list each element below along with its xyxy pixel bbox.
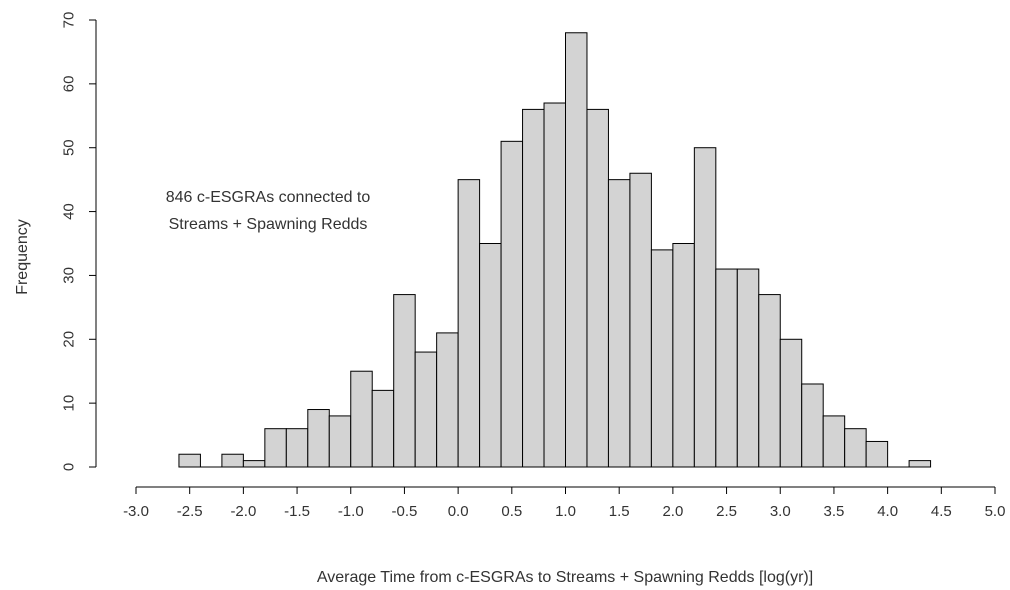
x-tick-label: 4.0 [877, 503, 898, 520]
x-tick-label: 0.0 [448, 503, 469, 520]
y-tick-label: 70 [61, 12, 78, 29]
x-tick-label: 3.0 [770, 503, 791, 520]
x-tick-label: 4.5 [931, 503, 952, 520]
y-tick-label: 0 [61, 463, 78, 471]
histogram-bar [672, 243, 695, 468]
y-tick-label: 30 [61, 267, 78, 284]
bars-group [178, 32, 932, 468]
y-axis-label: Frequency [14, 219, 31, 295]
histogram-bar [565, 32, 588, 468]
x-tick-label: -3.0 [123, 503, 149, 520]
histogram-bar [328, 415, 352, 468]
annotation-line-2: Streams + Spawning Redds [169, 216, 368, 233]
histogram-bar [693, 147, 717, 468]
histogram-bar [865, 440, 889, 468]
histogram-bar [264, 428, 287, 468]
histogram-bar [844, 428, 867, 468]
x-tick-label: 2.0 [662, 503, 683, 520]
x-tick-label: -1.0 [338, 503, 364, 520]
histogram-bar [371, 389, 395, 468]
x-tick-label: 3.5 [824, 503, 845, 520]
histogram-bar [393, 294, 416, 468]
x-tick-label: -2.5 [177, 503, 203, 520]
histogram-bar [479, 243, 502, 468]
x-axis: -3.0 -2.5 -2.0 -1.5 -1.0 -0.5 0.0 0.5 1.0 1.5 2.0 2… [123, 486, 1006, 520]
histogram-bar [908, 460, 932, 468]
histogram-bar [801, 383, 824, 468]
histogram-bar [414, 351, 438, 468]
histogram-bar [543, 102, 567, 468]
y-tick-label: 50 [61, 139, 78, 156]
x-axis-label: Average Time from c-ESGRAs to Streams + … [317, 569, 813, 586]
histogram-bar [307, 409, 330, 468]
histogram-bar [779, 338, 803, 468]
histogram-bar [285, 428, 309, 468]
x-tick-label: 2.5 [716, 503, 737, 520]
y-tick-label: 20 [61, 331, 78, 348]
y-tick-label: 60 [61, 76, 78, 93]
histogram-bar [457, 179, 481, 468]
histogram-bar [650, 249, 674, 468]
annotation-line-1: 846 c-ESGRAs connected to [166, 189, 371, 206]
x-tick-label: -0.5 [392, 503, 418, 520]
x-tick-label: 1.5 [609, 503, 630, 520]
histogram-bar [436, 332, 459, 468]
y-tick-label: 40 [61, 203, 78, 220]
histogram-bar [715, 268, 738, 468]
x-tick-label: 5.0 [985, 503, 1006, 520]
histogram-bar [221, 453, 244, 468]
x-tick-label: -1.5 [284, 503, 310, 520]
histogram-bar [500, 140, 524, 468]
histogram-bar [522, 108, 545, 468]
x-tick-label: 1.0 [555, 503, 576, 520]
histogram-bar [178, 453, 201, 468]
histogram-bar [736, 268, 760, 468]
histogram-bar [242, 460, 266, 468]
y-axis: 0 10 20 30 40 50 60 70 [61, 12, 97, 471]
x-tick-label: 0.5 [501, 503, 522, 520]
y-tick-label: 10 [61, 395, 78, 412]
x-tick-label: -2.0 [230, 503, 256, 520]
histogram-bar [629, 172, 652, 468]
histogram-bar [350, 370, 373, 468]
histogram-bar [586, 108, 609, 468]
histogram-bar [607, 179, 631, 468]
histogram-bar [822, 415, 846, 468]
histogram-bar [758, 294, 781, 468]
